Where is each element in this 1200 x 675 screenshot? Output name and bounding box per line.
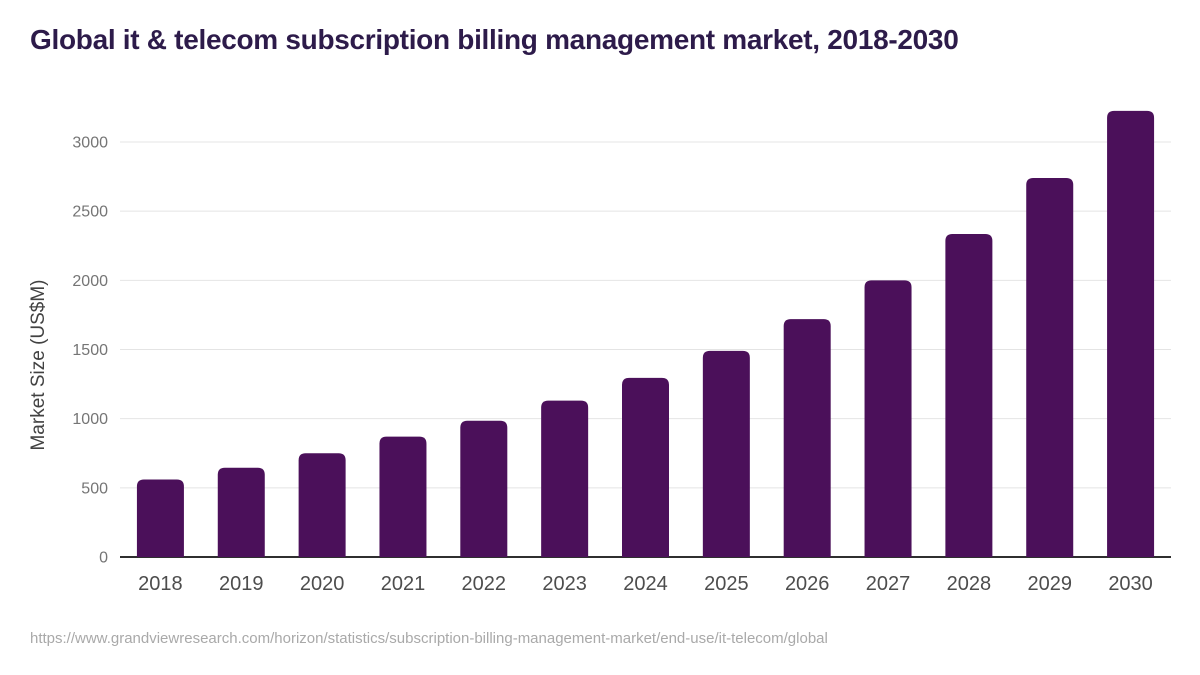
bar [217, 467, 265, 557]
x-tick-label: 2019 [219, 573, 264, 595]
y-tick-label: 1000 [72, 411, 108, 428]
x-tick-label: 2028 [947, 573, 992, 595]
x-tick-label: 2021 [381, 573, 426, 595]
y-tick-label: 2000 [72, 273, 108, 290]
bar [864, 280, 912, 557]
bar [783, 319, 831, 557]
bar [460, 420, 508, 557]
bar [622, 377, 669, 557]
bar [298, 453, 346, 557]
x-tick-label: 2030 [1108, 573, 1153, 595]
y-tick-label: 3000 [72, 135, 108, 152]
bar [136, 479, 184, 557]
source-url: https://www.grandviewresearch.com/horizo… [30, 630, 828, 647]
y-tick-label: 2500 [72, 204, 108, 221]
x-tick-label: 2025 [704, 573, 749, 595]
x-tick-label: 2027 [866, 573, 911, 595]
x-tick-label: 2029 [1027, 573, 1072, 595]
x-tick-label: 2024 [623, 573, 668, 595]
y-tick-label: 1500 [72, 342, 108, 359]
x-tick-label: 2026 [785, 573, 830, 595]
chart-title: Global it & telecom subscription billing… [30, 24, 959, 55]
bar [945, 233, 993, 557]
y-tick-label: 0 [99, 550, 108, 567]
x-tick-label: 2022 [462, 573, 507, 595]
y-axis-title: Market Size (US$M) [28, 279, 49, 450]
bar [1026, 177, 1074, 557]
bar [1107, 110, 1155, 557]
x-tick-label: 2023 [542, 573, 587, 595]
x-tick-label: 2018 [138, 573, 183, 595]
y-tick-label: 500 [81, 480, 108, 497]
x-tick-label: 2020 [300, 573, 345, 595]
bar [702, 350, 750, 557]
bar [379, 436, 427, 557]
bar [541, 400, 589, 557]
